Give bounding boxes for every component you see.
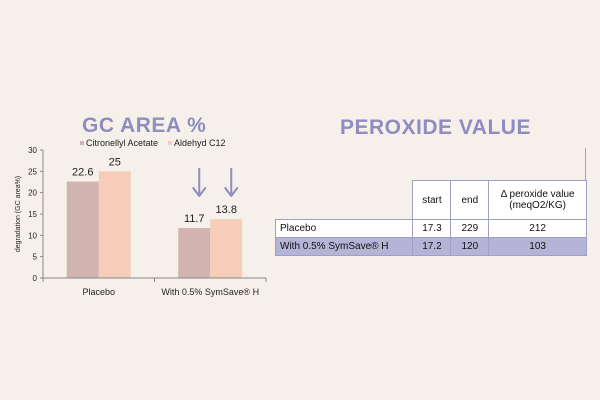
bar (210, 219, 243, 278)
row-delta: 103 (488, 237, 587, 256)
y-axis-label: degradation (GC area%) (15, 176, 22, 252)
y-tick-label: 10 (28, 231, 37, 240)
bar (178, 228, 211, 278)
table-header-empty (276, 181, 413, 220)
row-end: 229 (450, 219, 490, 238)
bar (66, 181, 99, 278)
y-axis: 0 5 10 15 20 25 30 degradation (GC area%) (15, 146, 44, 283)
table-row: With 0.5% SymSave® H 17.2 120 103 (274, 237, 587, 256)
x-category-label: With 0.5% SymSave® H (161, 287, 259, 297)
y-tick-label: 15 (28, 210, 37, 219)
down-arrow-icon (192, 168, 207, 197)
down-arrow-icon (224, 168, 239, 197)
y-tick-label: 25 (28, 167, 37, 176)
gc-area-chart: Citronellyl Acetate Aldehyd C12 0 5 10 15 20 2… (15, 138, 267, 297)
row-label: With 0.5% SymSave® H (274, 237, 414, 256)
header-delta: Δ peroxide value (meqO2/KG) (488, 180, 587, 220)
bars: 22.6 25 11.7 13.8 (66, 156, 243, 278)
table-corner-line (585, 148, 586, 180)
header-start: start (412, 180, 452, 220)
bar-value-label: 13.8 (216, 204, 237, 216)
legend-swatch (168, 141, 172, 145)
bar-value-label: 22.6 (72, 167, 93, 179)
x-axis: Placebo With 0.5% SymSave® H (42, 277, 267, 297)
legend-swatch (80, 141, 84, 145)
y-tick-label: 20 (28, 189, 37, 198)
row-delta: 212 (488, 219, 587, 238)
row-start: 17.3 (412, 219, 452, 238)
table-row: Placebo 17.3 229 212 (274, 219, 587, 238)
bar-value-label: 11.7 (184, 213, 205, 225)
y-tick-label: 0 (33, 274, 38, 283)
bar (98, 171, 131, 278)
y-tick-label: 30 (28, 146, 37, 155)
legend-label: Aldehyd C12 (174, 138, 226, 148)
x-category-label: Placebo (82, 287, 115, 297)
row-end: 120 (450, 237, 490, 256)
chart-legend: Citronellyl Acetate Aldehyd C12 (80, 138, 226, 148)
table-header-row: start end Δ peroxide value (meqO2/KG) (276, 180, 587, 220)
peroxide-table: start end Δ peroxide value (meqO2/KG) Pl… (274, 180, 587, 256)
row-label: Placebo (274, 219, 414, 238)
peroxide-value-title: PEROXIDE VALUE (340, 116, 531, 139)
header-end: end (450, 180, 490, 220)
legend-label: Citronellyl Acetate (86, 138, 158, 148)
y-tick-label: 5 (33, 253, 38, 262)
bar-value-label: 25 (109, 156, 121, 168)
gc-area-title: GC AREA % (82, 114, 207, 137)
annotation-arrows (192, 168, 239, 197)
row-start: 17.2 (412, 237, 452, 256)
